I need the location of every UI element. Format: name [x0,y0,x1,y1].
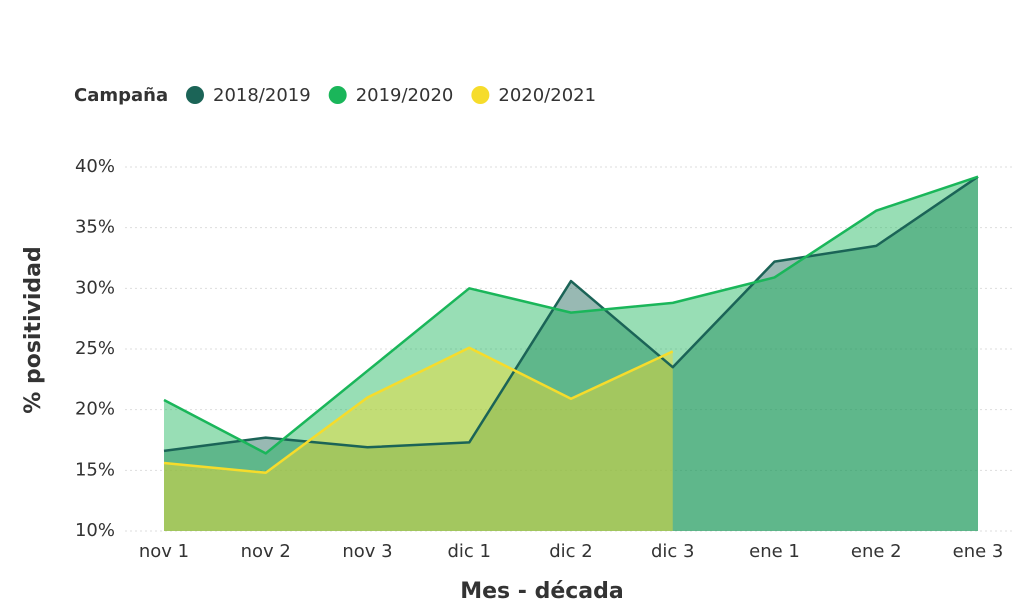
x-tick-label: dic 2 [549,541,593,562]
x-tick-label: nov 1 [139,541,189,562]
area [164,176,978,531]
x-tick-label: ene 2 [851,541,902,562]
y-tick-label: 30% [75,277,115,298]
y-tick-label: 10% [75,520,115,541]
area [164,176,978,531]
y-tick-label: 15% [75,459,115,480]
x-tick-label: dic 3 [651,541,695,562]
legend-swatch [186,86,204,104]
y-axis-label: % positividad [21,246,46,413]
line [163,175,979,455]
y-tick-label: 25% [75,338,115,359]
x-tick-label: ene 1 [749,541,800,562]
legend-title: Campaña [74,85,168,106]
legend-label: 2019/2020 [356,85,454,106]
legend-swatch [471,86,490,104]
x-tick-label: nov 2 [241,541,291,562]
x-tick-label: nov 3 [342,541,392,562]
y-tick-label: 20% [75,399,115,420]
x-tick-label: dic 1 [448,541,492,562]
y-tick-label: 40% [75,156,115,177]
legend-label: 2020/2021 [498,85,596,106]
legend-label: 2018/2019 [213,85,311,106]
area [164,347,673,531]
x-axis-label: Mes - década [460,579,624,604]
y-tick-label: 35% [75,217,115,238]
legend-swatch [328,86,347,104]
x-tick-label: ene 3 [953,541,1004,562]
line [163,346,674,475]
line [163,175,979,453]
